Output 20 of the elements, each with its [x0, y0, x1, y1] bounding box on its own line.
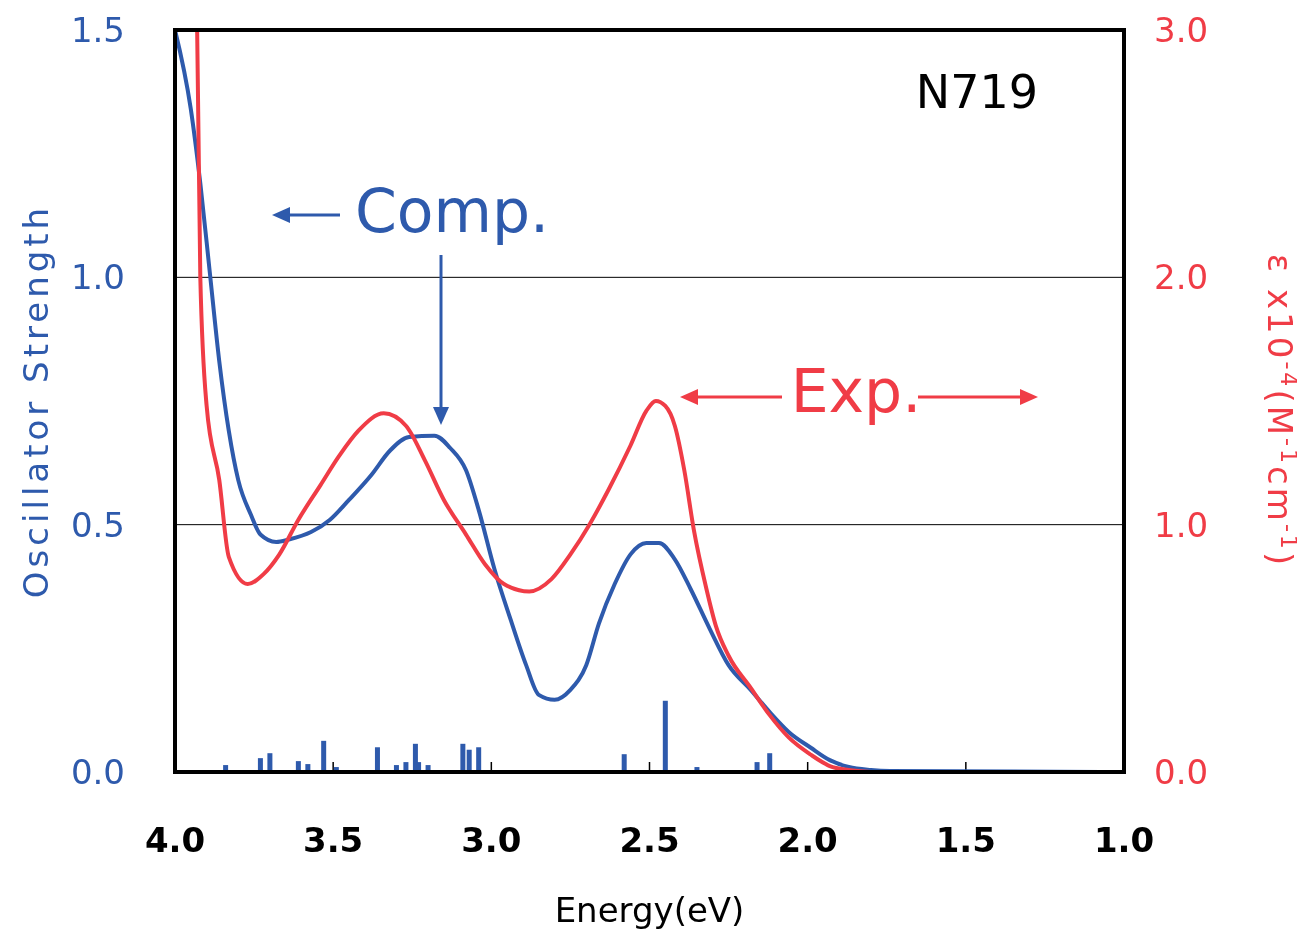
legend-label: Exp. — [790, 356, 922, 426]
x-axis-title: Energy(eV) — [554, 890, 745, 930]
annotation: N719 — [915, 65, 1038, 119]
y2-tick-label: 1.0 — [1154, 504, 1209, 545]
x-tick-label: 1.0 — [1093, 820, 1155, 860]
x-tick-label: 2.5 — [619, 820, 680, 860]
y2-tick-label: 0.0 — [1154, 752, 1209, 792]
y-tick-label: 0.5 — [70, 504, 125, 545]
x-tick-label: 2.0 — [777, 820, 838, 860]
legend-label: Comp. — [354, 176, 550, 246]
x-tick-label: 4.0 — [144, 820, 206, 860]
y-tick-label: 1.5 — [70, 10, 125, 50]
y-axis-title: Oscillator Strength — [16, 203, 56, 599]
x-tick-label: 3.0 — [461, 820, 522, 860]
x-tick-label: 1.5 — [935, 820, 996, 860]
y2-tick-label: 3.0 — [1154, 10, 1209, 50]
y-tick-label: 1.0 — [70, 257, 125, 298]
y2-tick-label: 2.0 — [1154, 257, 1209, 298]
x-tick-label: 3.5 — [303, 820, 364, 860]
y-tick-label: 0.0 — [70, 752, 125, 792]
